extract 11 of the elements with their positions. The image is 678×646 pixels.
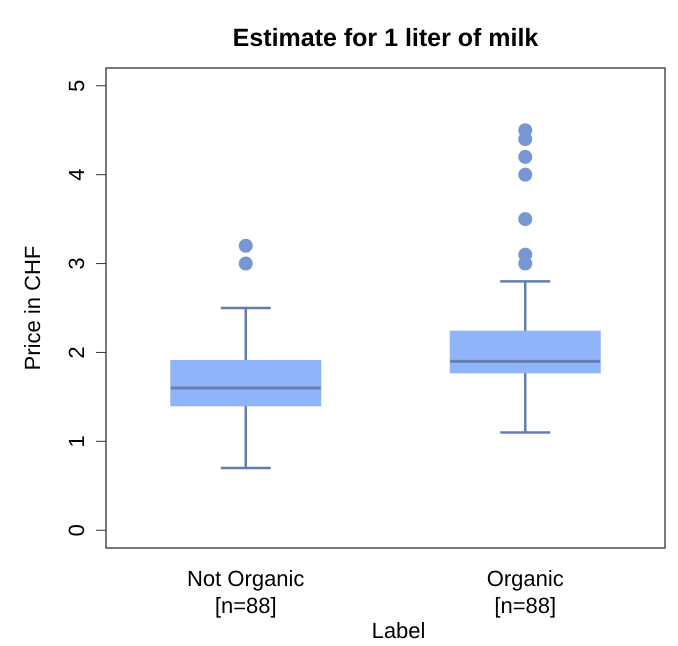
y-tick-label: 1 [64, 435, 89, 448]
x-tick-label: Not Organic [n=88] [187, 566, 304, 618]
y-axis-title: Price in CHF [20, 246, 45, 370]
y-tick-label: 2 [64, 346, 89, 359]
y-tick-label: 5 [64, 80, 89, 92]
chart-title: Estimate for 1 liter of milk [232, 24, 538, 52]
x-tick-label: Organic [n=88] [486, 566, 564, 618]
y-tick-label: 0 [64, 524, 89, 536]
y-tick-label: 3 [64, 257, 89, 270]
y-tick-label: 4 [64, 168, 89, 181]
x-axis-title: Label [372, 618, 426, 643]
